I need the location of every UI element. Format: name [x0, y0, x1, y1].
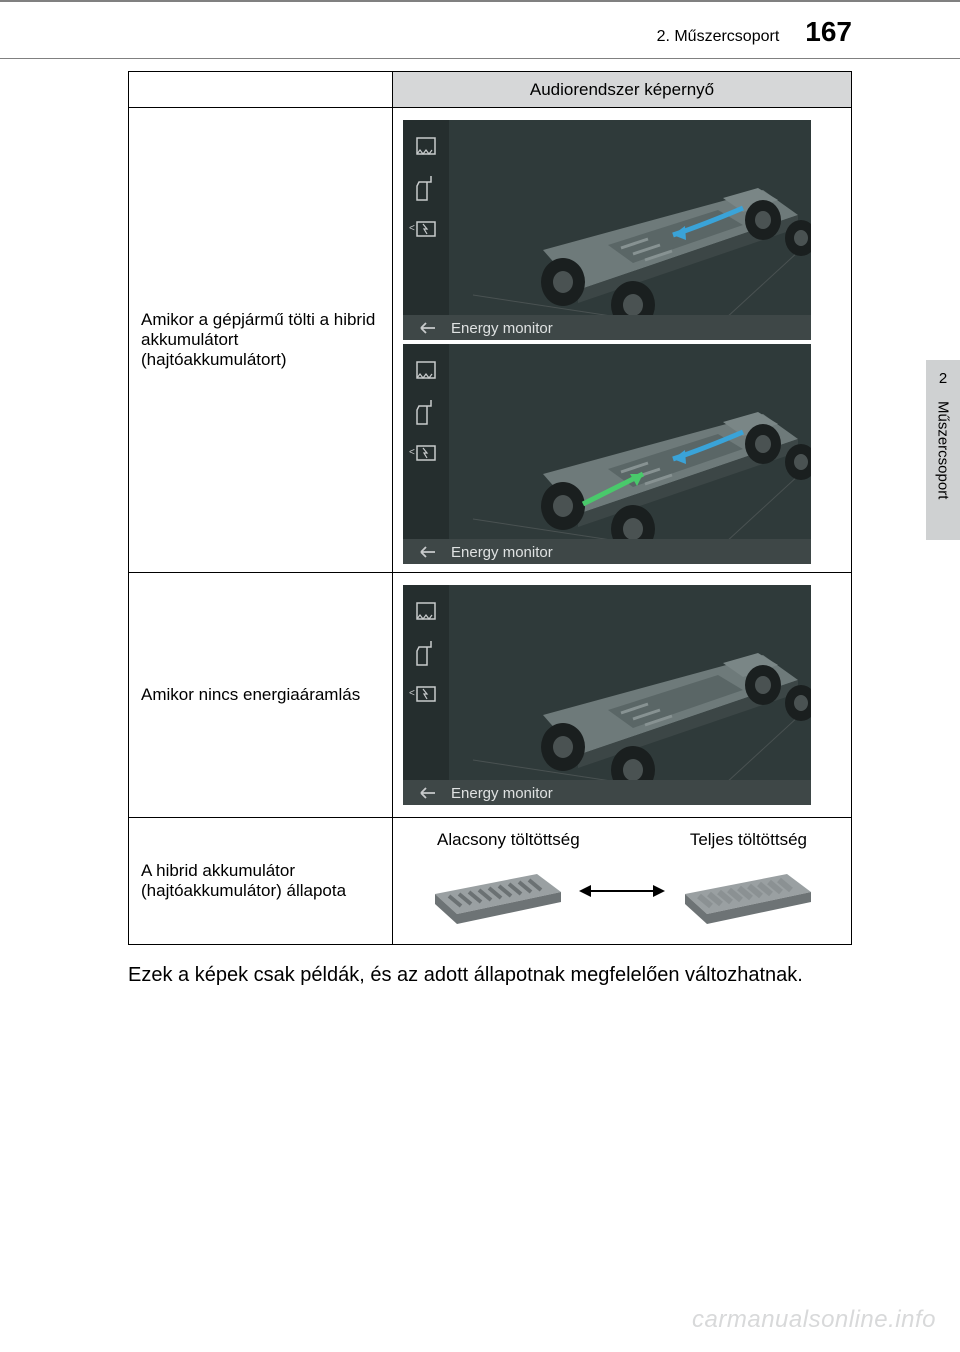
energy-monitor-screen-2: < [403, 344, 811, 564]
page-number: 167 [805, 16, 852, 48]
energy-monitor-screen-1: < [403, 120, 811, 340]
section-title: 2. Műszercsoport [657, 28, 780, 46]
row3-graphic: Alacsony töltöttség Teljes töltöttség [393, 818, 852, 945]
screen-caption-text: Energy monitor [451, 320, 553, 337]
screen-charging-front: < [403, 120, 841, 340]
row1-screens: < [393, 108, 852, 573]
table-header-empty [129, 72, 393, 108]
side-tab-chapter: 2 [939, 370, 947, 387]
screen-caption-text: Energy monitor [451, 544, 553, 561]
screen-caption-text: Energy monitor [451, 785, 553, 802]
double-arrow-icon [577, 882, 667, 900]
battery-full-icon [677, 856, 817, 926]
row2-screen: < [393, 573, 852, 818]
row1-label: Amikor a gépjármű tölti a hibrid akkumul… [129, 108, 393, 573]
screen-charging-regen: < [403, 344, 841, 564]
battery-labels: Alacsony töltöttség Teljes töltöttség [407, 830, 837, 856]
table-header-right: Audiorendszer képernyő [393, 72, 852, 108]
page-header: 2. Műszercsoport 167 [0, 2, 960, 58]
row3-label: A hibrid akkumulátor (hajtóakkumulátor) … [129, 818, 393, 945]
watermark: carmanualsonline.info [692, 1306, 936, 1334]
content-area: Audiorendszer képernyő Amikor a gépjármű… [0, 59, 960, 989]
svg-text:<: < [409, 223, 415, 234]
battery-graphic [407, 856, 837, 926]
row2-label: Amikor nincs energiaáramlás [129, 573, 393, 818]
energy-monitor-screen-3: < [403, 585, 811, 805]
svg-text:<: < [409, 447, 415, 458]
body-text: Ezek a képek csak példák, és az adott ál… [128, 961, 852, 989]
battery-low-label: Alacsony töltöttség [437, 830, 580, 850]
battery-full-label: Teljes töltöttség [690, 830, 807, 850]
side-tab: 2 Műszercsoport [926, 360, 960, 540]
energy-monitor-table: Audiorendszer képernyő Amikor a gépjármű… [128, 71, 852, 945]
svg-text:<: < [409, 688, 415, 699]
screen-no-flow: < [403, 585, 841, 805]
battery-low-icon [427, 856, 567, 926]
side-tab-label: Műszercsoport [935, 401, 952, 499]
